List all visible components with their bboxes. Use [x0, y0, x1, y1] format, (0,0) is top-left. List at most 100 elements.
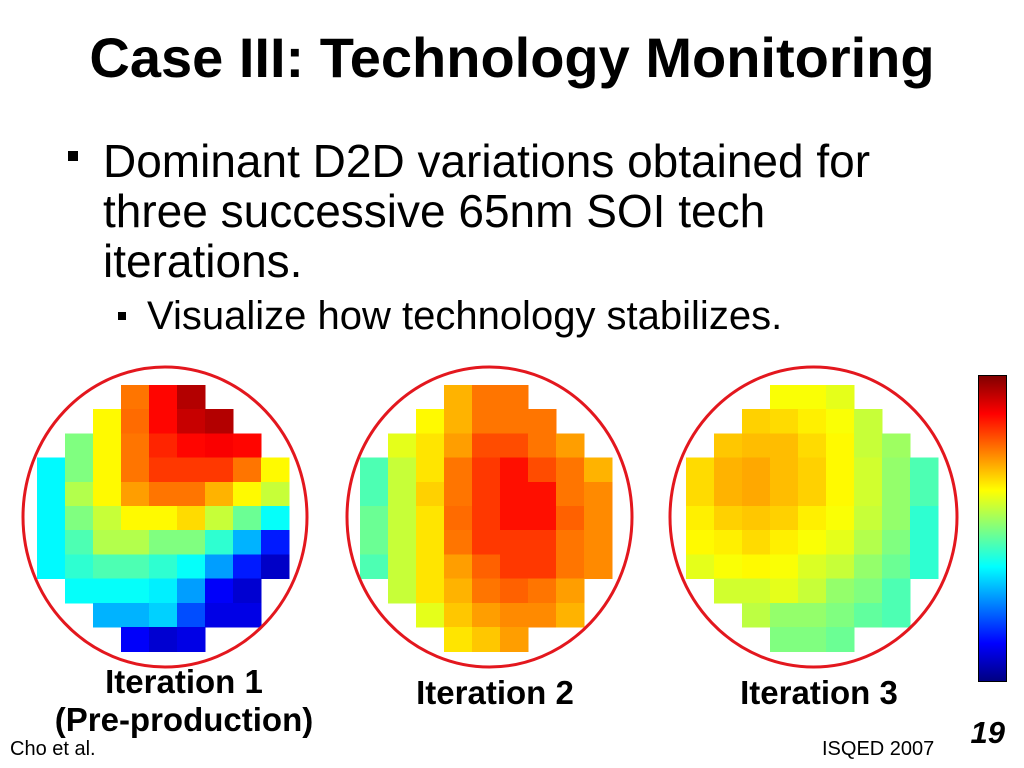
heatmap-cell: [770, 554, 799, 580]
heatmap-cell: [500, 602, 529, 628]
heatmap-cell: [121, 602, 150, 628]
heatmap-cell: [528, 481, 557, 507]
wafer-outline: [668, 365, 959, 669]
heatmap-cell: [798, 457, 827, 483]
heatmap-cell: [556, 481, 585, 507]
bullet-marker: [68, 151, 78, 161]
bullet-text: Dominant D2D variations obtained for thr…: [103, 135, 871, 287]
heatmap-cell: [686, 457, 715, 483]
heatmap-cell: [444, 578, 473, 604]
heatmap-cell: [121, 578, 150, 604]
heatmap-cell: [472, 506, 501, 531]
heatmap-cell: [770, 578, 799, 604]
wafer-map-1: [37, 385, 290, 652]
heatmap-cell: [261, 506, 290, 531]
heatmap-cell: [205, 506, 234, 531]
heatmap-cell: [149, 530, 178, 555]
map-label-iteration-2: Iteration 2: [416, 674, 574, 711]
heatmap-cell: [444, 602, 473, 628]
heatmap-cell: [528, 554, 557, 580]
heatmap-cell: [149, 409, 178, 434]
heatmap-cell: [556, 530, 585, 555]
heatmap-cell: [149, 481, 178, 507]
heatmap-cell: [149, 578, 178, 604]
heatmap-cell: [826, 554, 855, 580]
heatmap-cell: [37, 506, 66, 531]
heatmap-cell: [233, 433, 262, 459]
heatmap-cell: [528, 578, 557, 604]
heatmap-cell: [121, 627, 150, 652]
heatmap-cell: [500, 481, 529, 507]
heatmap-cell: [388, 481, 417, 507]
heatmap-cell: [714, 506, 743, 531]
heatmap-cell: [472, 457, 501, 483]
wafer-map-3: [686, 385, 939, 652]
heatmap-cell: [261, 554, 290, 580]
heatmap-cell: [472, 481, 501, 507]
heatmap-cell: [472, 530, 501, 555]
heatmap-cell: [910, 554, 939, 580]
heatmap-cell: [261, 530, 290, 555]
heatmap-cell: [93, 554, 122, 580]
map-sublabel-pre-production: (Pre-production): [54, 701, 314, 738]
heatmap-cell: [93, 506, 122, 531]
heatmap-cell: [584, 506, 613, 531]
heatmap-cell: [882, 481, 911, 507]
heatmap-cell: [121, 433, 150, 459]
heatmap-cell: [854, 457, 883, 483]
heatmap-cell: [444, 530, 473, 555]
heatmap-cell: [121, 554, 150, 580]
heatmap-cell: [93, 457, 122, 483]
heatmap-cell: [556, 554, 585, 580]
heatmap-cell: [742, 433, 771, 459]
heatmap-cell: [714, 457, 743, 483]
heatmap-cell: [37, 530, 66, 555]
heatmap-cell: [472, 554, 501, 580]
heatmap-cell: [65, 578, 94, 604]
heatmap-cell: [472, 602, 501, 628]
sub-bullet-marker: [118, 312, 126, 320]
wafer-outline: [345, 365, 634, 669]
heatmap-cell: [528, 506, 557, 531]
heatmap-cell: [854, 578, 883, 604]
heatmap-cell: [416, 602, 445, 628]
heatmap-cell: [584, 457, 613, 483]
heatmap-cell: [149, 554, 178, 580]
heatmap-cell: [121, 481, 150, 507]
heatmap-cell: [233, 602, 262, 628]
heatmap-cell: [826, 385, 855, 410]
heatmap-cell: [388, 506, 417, 531]
heatmap-cell: [177, 627, 206, 652]
heatmap-cell: [528, 457, 557, 483]
heatmap-cell: [416, 578, 445, 604]
heatmap-cell: [65, 457, 94, 483]
heatmap-cell: [798, 530, 827, 555]
heatmap-cell: [121, 409, 150, 434]
heatmap-cell: [177, 530, 206, 555]
heatmap-cell: [854, 481, 883, 507]
heatmap-cell: [121, 530, 150, 555]
heatmap-cell: [854, 554, 883, 580]
heatmap-cell: [177, 554, 206, 580]
heatmap-cell: [528, 433, 557, 459]
heatmap-cell: [500, 554, 529, 580]
heatmap-cell: [233, 554, 262, 580]
heatmap-cell: [854, 433, 883, 459]
heatmap-cell: [742, 409, 771, 434]
heatmap-cell: [65, 506, 94, 531]
heatmap-cell: [500, 409, 529, 434]
heatmap-cell: [742, 506, 771, 531]
slide-title: Case III: Technology Monitoring: [89, 26, 935, 89]
heatmap-cell: [882, 433, 911, 459]
heatmap-cell: [714, 481, 743, 507]
heatmap-cell: [149, 602, 178, 628]
heatmap-cell: [177, 481, 206, 507]
heatmap-cell: [798, 602, 827, 628]
heatmap-cell: [882, 602, 911, 628]
heatmap-cell: [416, 506, 445, 531]
heatmap-cell: [416, 530, 445, 555]
heatmap-cell: [93, 602, 122, 628]
heatmap-cell: [528, 602, 557, 628]
heatmap-cell: [65, 433, 94, 459]
heatmap-cell: [444, 506, 473, 531]
